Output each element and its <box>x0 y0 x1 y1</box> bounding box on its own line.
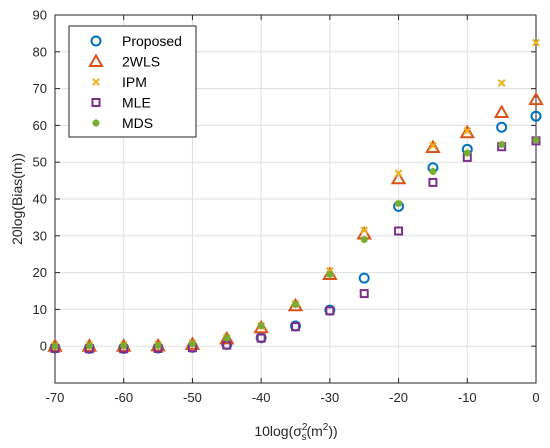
x-tick-label: -70 <box>46 390 65 405</box>
y-tick-label: 80 <box>33 44 47 59</box>
point-mds <box>429 167 437 175</box>
x-tick-label: -20 <box>389 390 408 405</box>
point-ipm <box>394 169 403 178</box>
point-mle <box>291 322 300 332</box>
x-tick-label: -30 <box>320 390 339 405</box>
legend-marker-proposed <box>90 35 102 47</box>
point-mds <box>326 270 334 279</box>
point-2wls <box>390 170 407 185</box>
y-tick-label: 0 <box>40 339 47 354</box>
series-mle <box>50 136 541 354</box>
y-tick-label: 40 <box>33 192 47 207</box>
point-ipm <box>532 38 540 47</box>
point-mds <box>291 301 300 309</box>
point-mds <box>188 340 197 348</box>
point-2wls <box>528 91 544 106</box>
point-mds <box>85 342 93 350</box>
point-mle <box>325 306 335 316</box>
y-tick-label: 10 <box>33 302 47 317</box>
point-ipm <box>463 127 472 135</box>
legend-marker-2wls <box>88 53 104 67</box>
legend-marker-mle <box>91 98 101 107</box>
point-mds <box>463 149 471 157</box>
point-2wls <box>425 139 441 153</box>
x-tick-label: -50 <box>183 390 202 405</box>
point-proposed <box>530 110 542 122</box>
legend-label-ipm: IPM <box>122 74 147 90</box>
legend-label-proposed: Proposed <box>122 33 182 49</box>
point-mle <box>428 177 438 187</box>
legend-marker-mds <box>92 119 100 127</box>
point-2wls <box>493 104 510 119</box>
point-ipm <box>429 141 437 150</box>
point-proposed <box>358 272 370 284</box>
point-2wls <box>253 319 269 334</box>
point-mds <box>498 140 506 149</box>
x-tick-label: -60 <box>114 390 133 405</box>
x-tick-label: -40 <box>252 390 271 405</box>
point-mds <box>223 334 231 342</box>
point-mds <box>257 322 265 330</box>
point-mds <box>154 341 162 350</box>
point-mds <box>51 342 59 350</box>
axis-ticks: -70 -60 -50 -40 -30 -20 -10 0 0 10 20 30 40 50 60 70 80 9… <box>33 8 540 406</box>
y-tick-label: 50 <box>33 155 47 170</box>
x-tick-label: 0 <box>532 390 539 405</box>
legend-label-2wls: 2WLS <box>122 54 160 70</box>
y-tick-label: 30 <box>33 228 47 243</box>
y-tick-label: 60 <box>33 118 47 133</box>
point-mds <box>532 136 540 144</box>
point-mle <box>394 226 404 236</box>
y-axis-label: 20log(Bias(m)) <box>9 153 25 245</box>
x-tick-label: -10 <box>458 390 477 405</box>
point-ipm <box>497 79 506 87</box>
point-mle <box>359 289 369 299</box>
legend-label-mle: MLE <box>122 95 151 111</box>
legend: Proposed 2WLS IPM MLE MDS <box>68 25 197 138</box>
legend-box <box>68 25 197 138</box>
point-2wls <box>459 124 476 139</box>
series-mds <box>51 136 540 350</box>
y-tick-label: 70 <box>33 81 47 96</box>
point-mds <box>394 199 403 208</box>
y-tick-label: 90 <box>33 8 47 23</box>
y-tick-label: 20 <box>33 265 47 280</box>
point-mds <box>360 235 368 244</box>
point-mle <box>256 333 266 343</box>
point-proposed <box>496 121 508 133</box>
point-ipm <box>360 226 369 235</box>
x-axis-label: 10log(σ2 s(m2)) <box>254 422 337 443</box>
legend-label-mds: MDS <box>122 115 153 131</box>
legend-items: Proposed 2WLS IPM MLE MDS <box>88 33 182 131</box>
point-mds <box>120 342 128 350</box>
legend-marker-ipm <box>92 78 100 86</box>
data-points <box>47 38 544 354</box>
